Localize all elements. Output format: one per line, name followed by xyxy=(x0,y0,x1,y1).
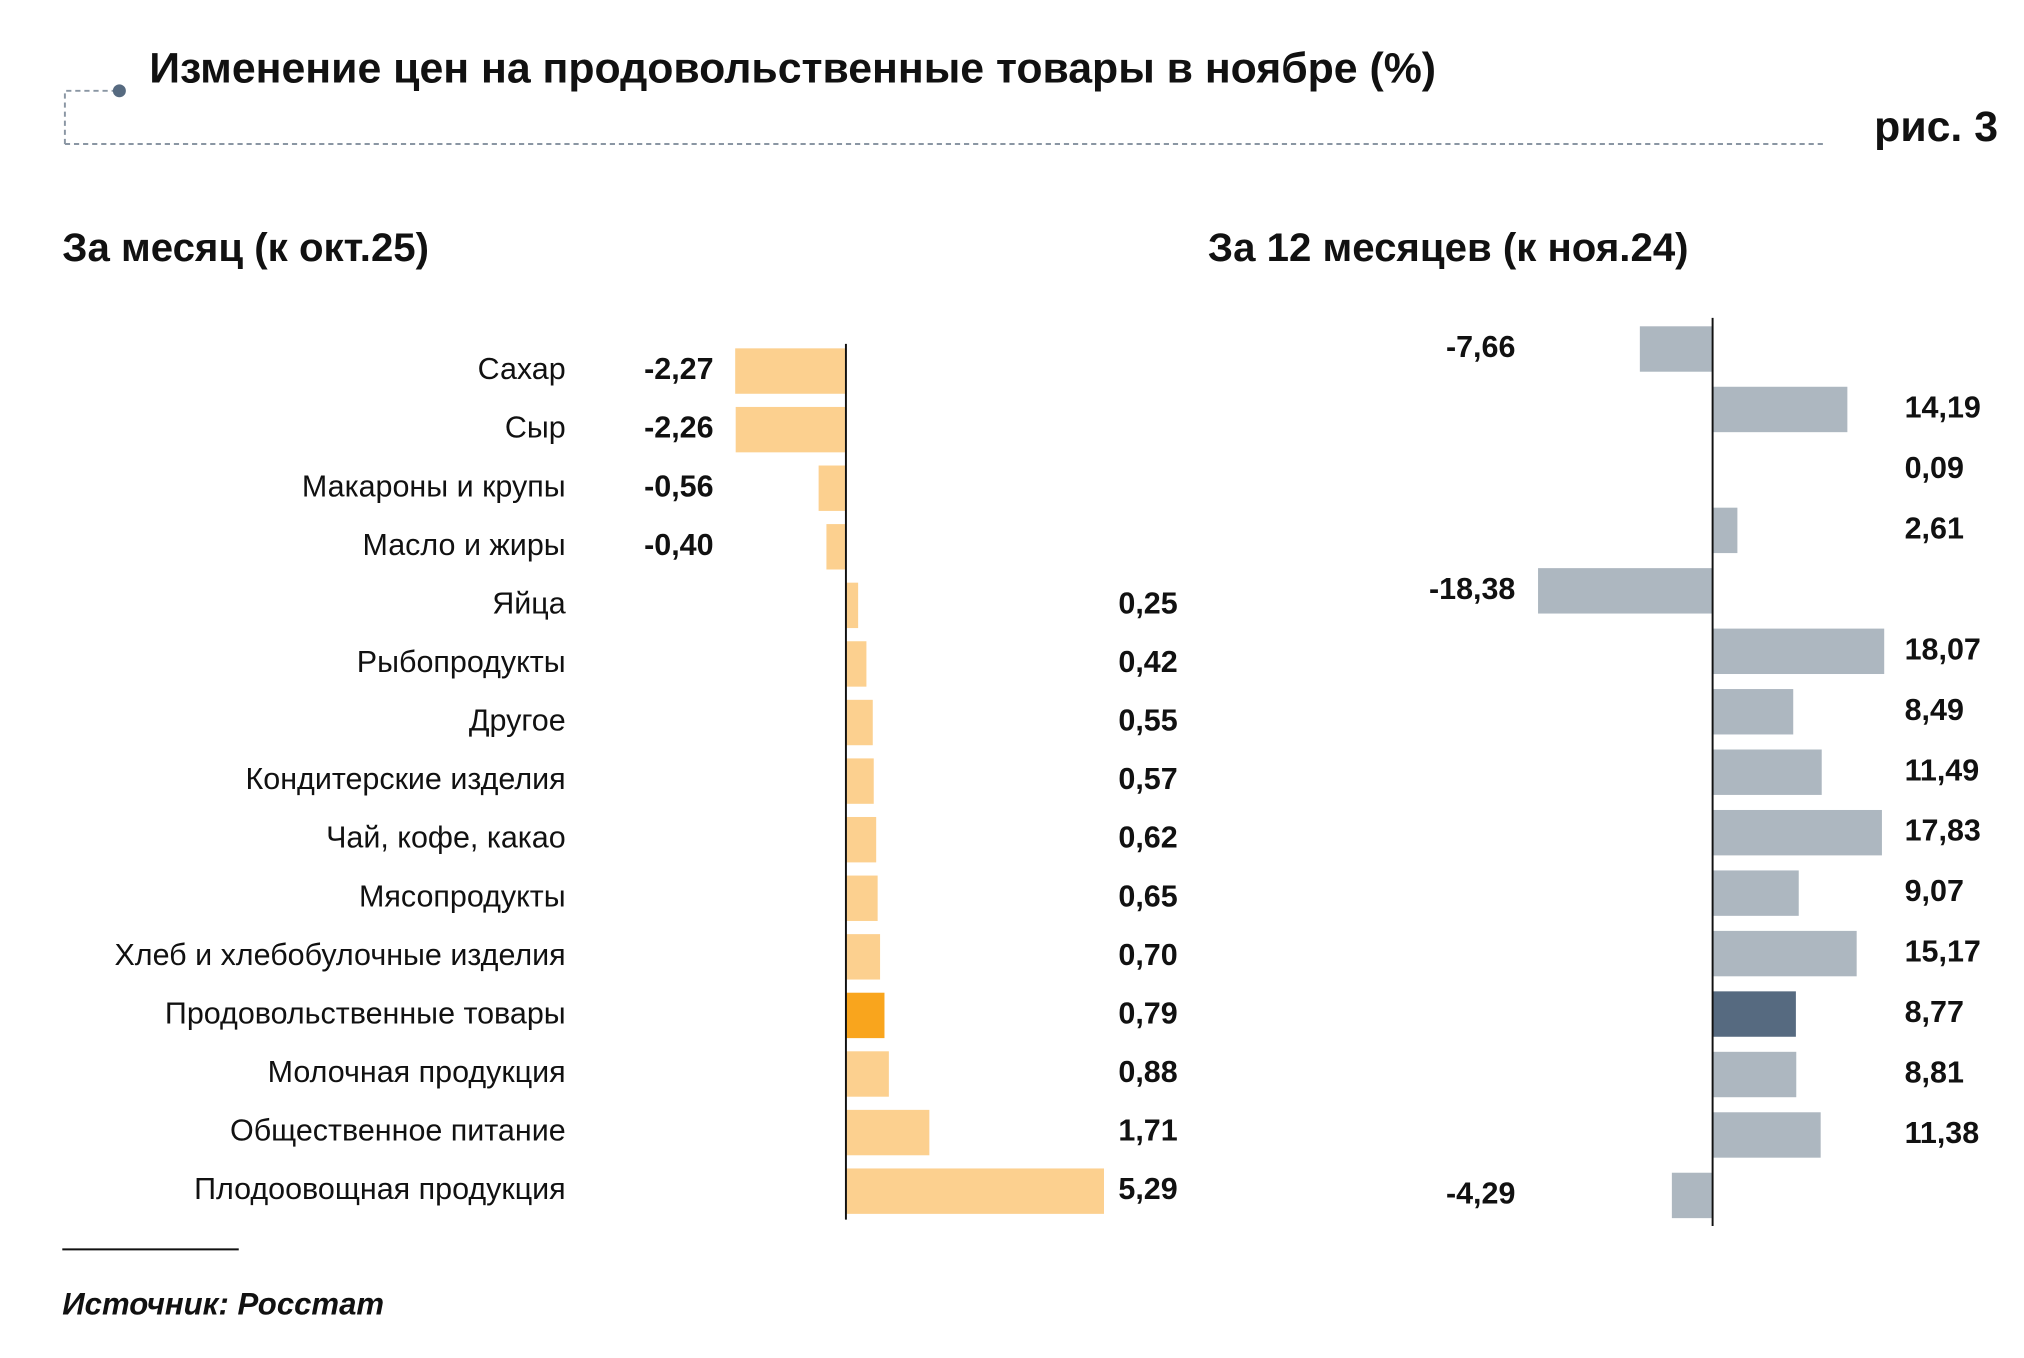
value-label: -7,66 xyxy=(1446,330,1515,364)
category-label: Чай, кофе, какао xyxy=(326,821,566,855)
bar xyxy=(1712,749,1822,795)
chart-title: За 12 месяцев (к ноя.24) xyxy=(1208,225,1689,270)
value-label: 15,17 xyxy=(1905,935,1981,969)
category-label: Другое xyxy=(469,704,566,738)
value-label: -18,38 xyxy=(1429,572,1515,606)
value-label: 8,81 xyxy=(1905,1056,1964,1090)
value-label: 0,25 xyxy=(1118,586,1177,620)
bar xyxy=(845,875,878,921)
bar xyxy=(845,582,859,629)
bar xyxy=(1712,507,1738,554)
category-label: Продовольственные товары xyxy=(165,996,566,1030)
category-label: Плодоовощная продукция xyxy=(194,1172,566,1206)
value-label: -0,56 xyxy=(644,469,713,503)
value-label: 14,19 xyxy=(1905,391,1981,425)
value-label: -4,29 xyxy=(1446,1176,1515,1210)
bar xyxy=(1712,1112,1821,1158)
bar xyxy=(845,1168,1104,1214)
bar xyxy=(735,348,846,394)
frame-decoration xyxy=(63,89,115,145)
bullet xyxy=(112,84,126,98)
value-label: 0,55 xyxy=(1118,704,1177,738)
value-label: 17,83 xyxy=(1905,814,1981,848)
value-label: 0,70 xyxy=(1118,938,1177,972)
value-label: 18,07 xyxy=(1905,632,1981,666)
category-label: Яйца xyxy=(492,586,565,620)
value-label: 1,71 xyxy=(1118,1114,1177,1148)
category-label: Молочная продукция xyxy=(268,1055,566,1089)
bar xyxy=(1712,870,1799,916)
category-label: Мясопродукты xyxy=(359,879,566,913)
bar xyxy=(735,406,846,453)
bar xyxy=(1712,991,1796,1037)
value-label: 0,42 xyxy=(1118,645,1177,679)
bar xyxy=(845,992,885,1039)
category-label: Рыбопродукты xyxy=(357,645,566,679)
bar xyxy=(845,758,874,804)
category-label: Хлеб и хлебобулочные изделия xyxy=(114,938,565,972)
value-label: -2,26 xyxy=(644,411,713,445)
title: Изменение цен на продовольственные товар… xyxy=(149,45,1436,93)
category-label: Масло и жиры xyxy=(363,528,566,562)
bar xyxy=(845,816,877,863)
value-label: 11,49 xyxy=(1905,753,1980,787)
bar xyxy=(1712,689,1794,735)
bar xyxy=(1671,1172,1713,1219)
value-label: 0,62 xyxy=(1118,821,1177,855)
value-label: 8,77 xyxy=(1905,995,1964,1029)
value-label: -0,40 xyxy=(644,528,713,562)
source: Источник: Росстат xyxy=(62,1287,384,1322)
bar xyxy=(845,934,881,980)
bar xyxy=(826,524,846,570)
value-label: 2,61 xyxy=(1905,511,1964,545)
value-label: 8,49 xyxy=(1905,693,1964,727)
bar xyxy=(1712,809,1882,856)
bar xyxy=(1712,930,1857,977)
bar xyxy=(818,465,846,511)
value-label: 9,07 xyxy=(1905,874,1964,908)
category-label: Сыр xyxy=(505,411,566,445)
value-label: 0,65 xyxy=(1118,879,1177,913)
value-label: 0,57 xyxy=(1118,762,1177,796)
bar xyxy=(845,1109,930,1156)
plots: -2,27 Сахар -2,26 Сыр -0,56 Макароны и крупы -… xyxy=(114,317,1981,1227)
category-label: Кондитерские изделия xyxy=(246,762,566,796)
figure-number: рис. 3 xyxy=(1874,103,1998,151)
value-label: 0,88 xyxy=(1118,1055,1177,1089)
category-label: Общественное питание xyxy=(230,1114,566,1148)
bar xyxy=(845,641,867,687)
bar xyxy=(1712,386,1848,433)
value-label: 0,09 xyxy=(1905,451,1964,485)
category-label: Сахар xyxy=(478,352,566,386)
bar xyxy=(1538,568,1713,614)
value-label: 5,29 xyxy=(1118,1172,1177,1206)
bar xyxy=(1712,628,1885,675)
bar xyxy=(1639,326,1713,372)
value-label: 0,79 xyxy=(1118,996,1177,1030)
chart-title: За месяц (к окт.25) xyxy=(62,225,429,270)
value-label: 11,38 xyxy=(1905,1116,1980,1150)
bar xyxy=(1712,1051,1797,1098)
bar xyxy=(845,1051,889,1097)
value-label: -2,27 xyxy=(644,352,713,386)
bar xyxy=(845,699,873,746)
category-label: Макароны и крупы xyxy=(302,469,566,503)
